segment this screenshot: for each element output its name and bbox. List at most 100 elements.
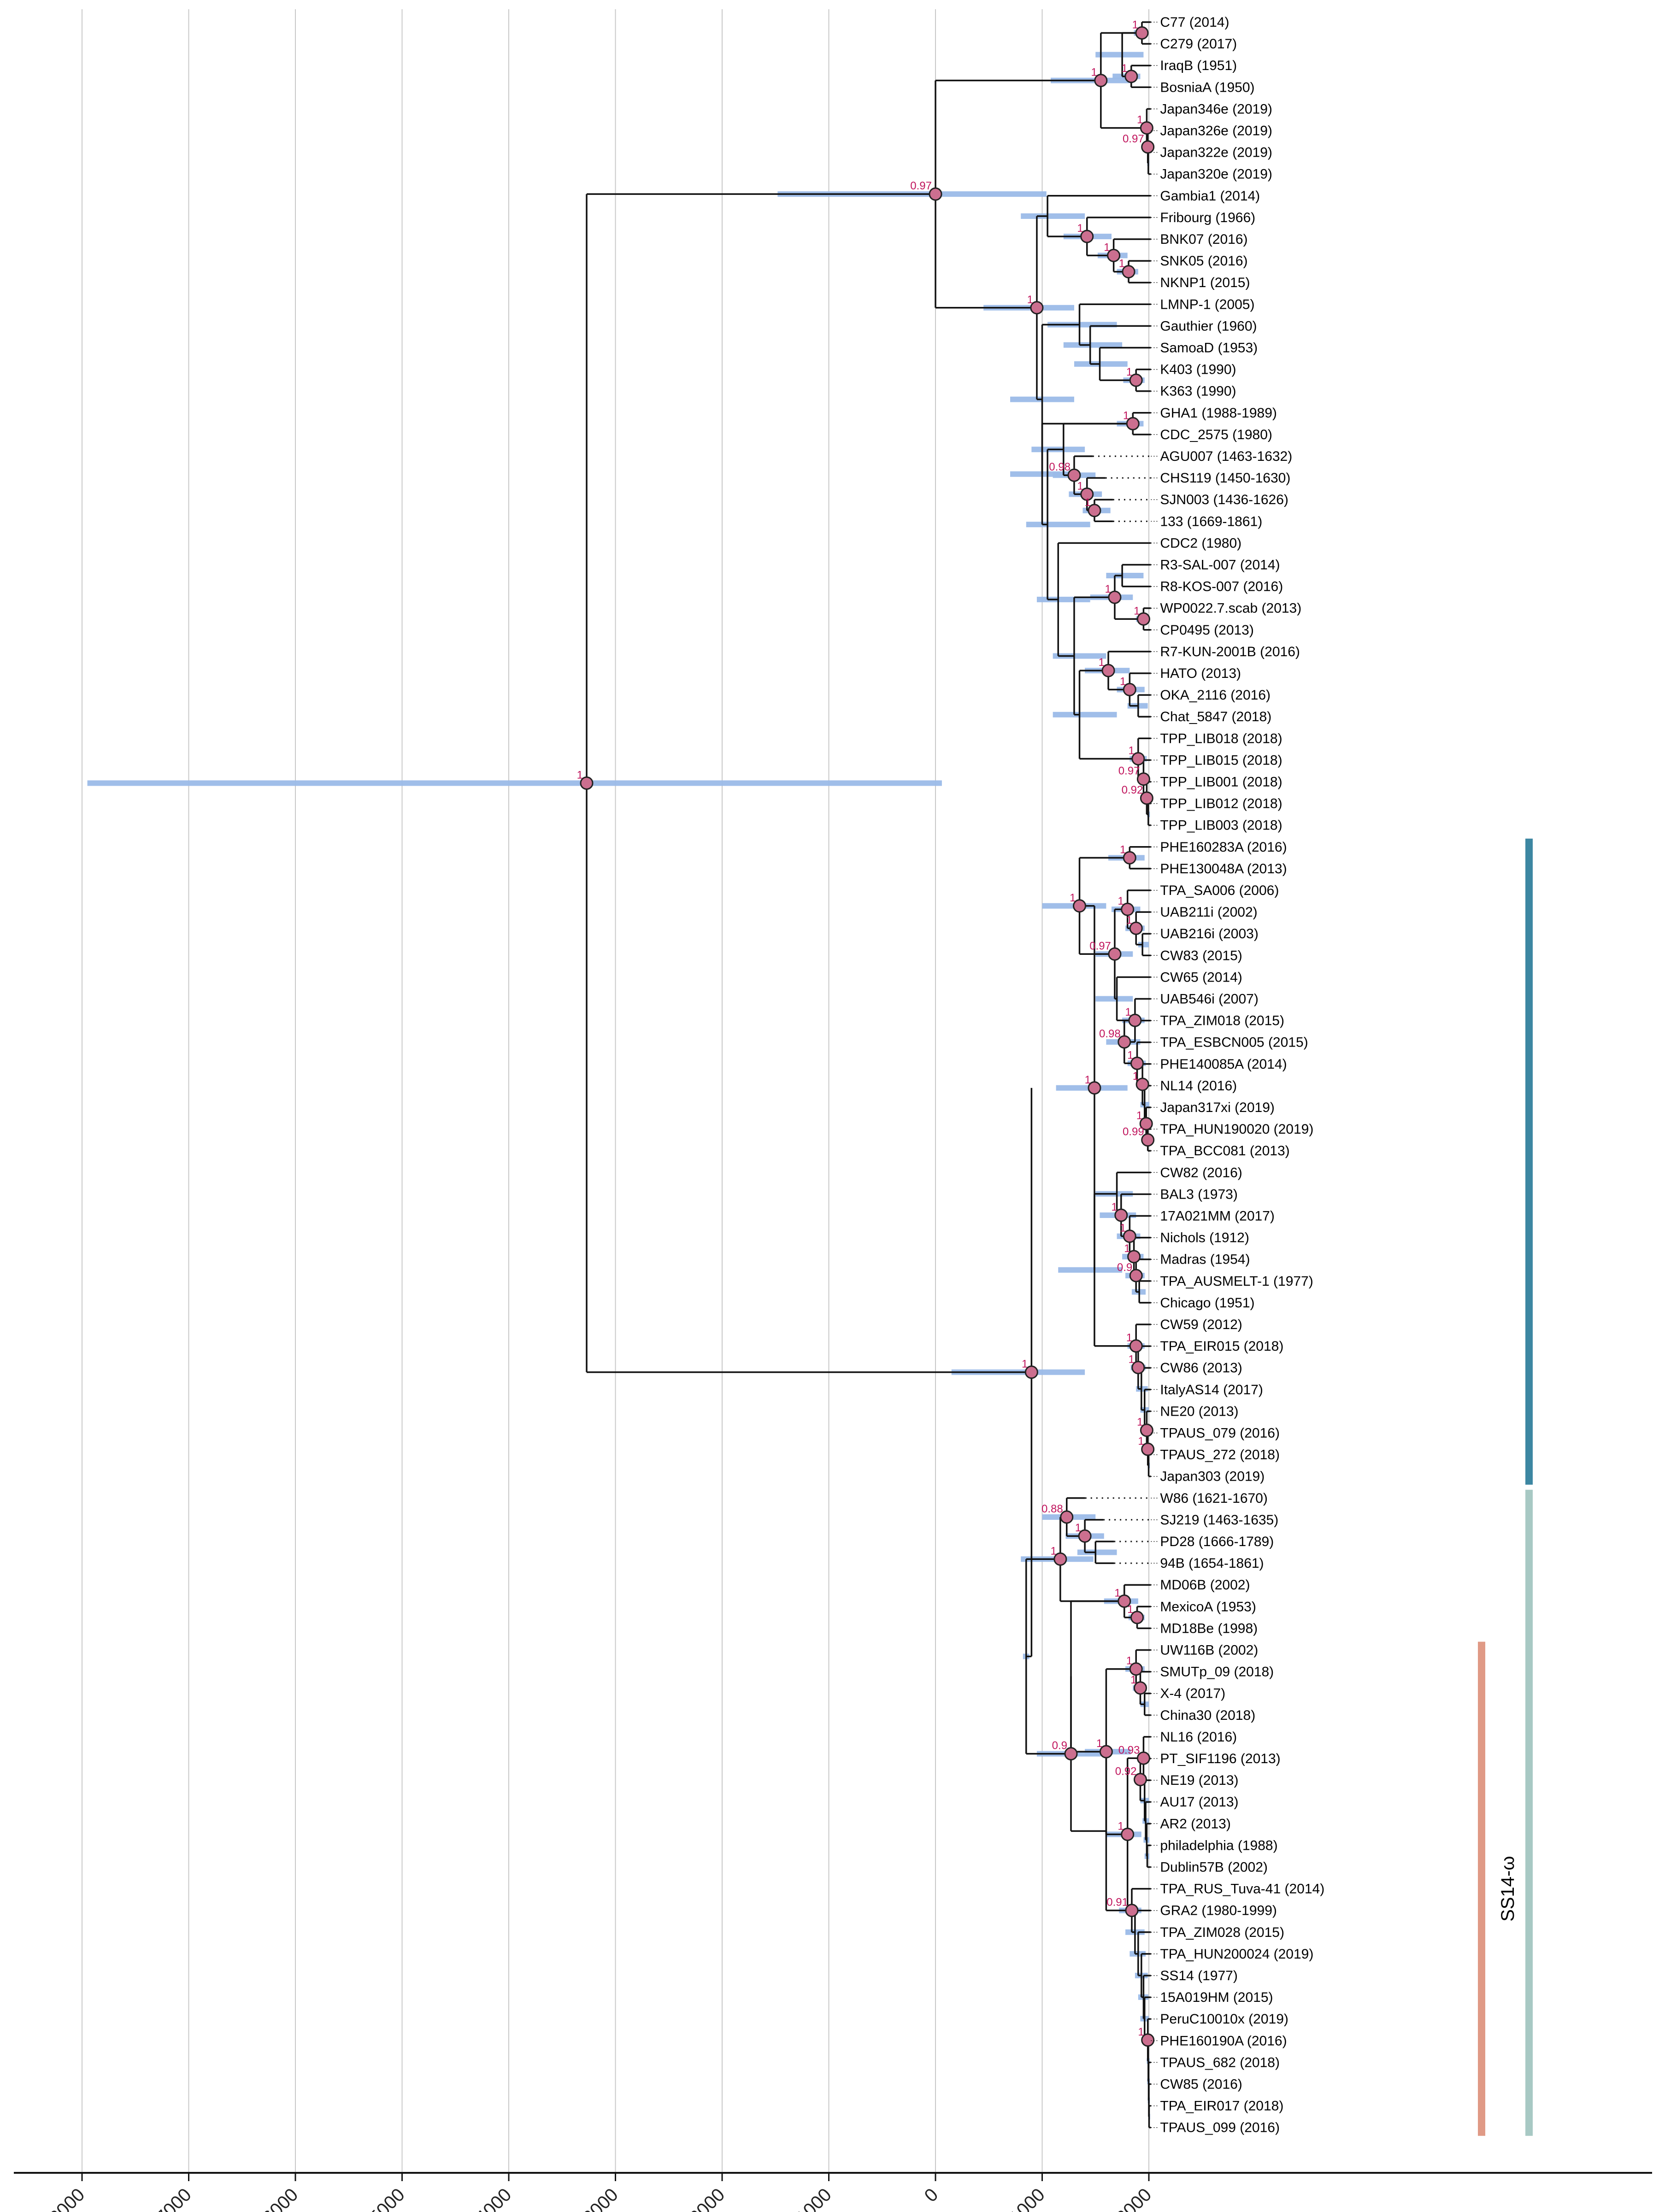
tip-label: K363 (1990) bbox=[1160, 384, 1236, 399]
tree-nodes: 10.9711110.971111110.9811111110.970.9211… bbox=[577, 19, 1155, 2047]
node-marker bbox=[1122, 265, 1135, 279]
axis-tick-label: -4000 bbox=[468, 2184, 515, 2212]
node-marker bbox=[1114, 1208, 1128, 1222]
support-value: 1 bbox=[1127, 1603, 1133, 1616]
support-value: 1 bbox=[1132, 19, 1138, 31]
tip-label: C77 (2014) bbox=[1160, 15, 1229, 30]
node-marker bbox=[1078, 1529, 1092, 1543]
node-marker bbox=[1024, 1365, 1038, 1379]
node-marker bbox=[1129, 373, 1143, 387]
tip-label: WP0022.7.scab (2013) bbox=[1160, 601, 1301, 616]
support-value: 1 bbox=[1085, 1074, 1091, 1086]
node-marker bbox=[1067, 468, 1081, 482]
tip-label: C279 (2017) bbox=[1160, 36, 1237, 52]
node-marker bbox=[1130, 1611, 1144, 1624]
tip-label: MD18Be (1998) bbox=[1160, 1621, 1258, 1636]
node-marker bbox=[1125, 1904, 1139, 1918]
node-marker bbox=[1064, 1747, 1078, 1761]
tip-label: Japan317xi (2019) bbox=[1160, 1100, 1275, 1115]
support-value: 1 bbox=[1130, 1674, 1136, 1686]
tip-label: TPAUS_272 (2018) bbox=[1160, 1447, 1280, 1463]
tip-label: 94B (1654-1861) bbox=[1160, 1556, 1264, 1571]
tip-label: Dublin57B (2002) bbox=[1160, 1860, 1267, 1875]
axis-tick-label: 1000 bbox=[1006, 2184, 1049, 2212]
tip-label: Chat_5847 (2018) bbox=[1160, 709, 1271, 724]
support-value: 1 bbox=[1128, 1353, 1134, 1365]
axis-tick-label: 2000 bbox=[1112, 2184, 1155, 2212]
tip-label: IraqB (1951) bbox=[1160, 58, 1237, 73]
support-value: 1 bbox=[577, 769, 583, 781]
support-value: 1 bbox=[1099, 656, 1105, 669]
clade-label: SS14-ω bbox=[1498, 1856, 1518, 1921]
support-value: 1 bbox=[1077, 480, 1083, 492]
tip-label: BNK07 (2016) bbox=[1160, 232, 1247, 247]
node-marker bbox=[1140, 121, 1153, 135]
tip-label: Japan303 (2019) bbox=[1160, 1469, 1265, 1484]
tip-label: TPA_SA006 (2006) bbox=[1160, 883, 1279, 898]
tip-label: TPA_HUN190020 (2019) bbox=[1160, 1122, 1313, 1137]
node-marker bbox=[1124, 70, 1138, 83]
tip-label: SamoaD (1953) bbox=[1160, 341, 1258, 356]
tip-label: CW86 (2013) bbox=[1160, 1360, 1242, 1376]
tip-label: TPAUS_079 (2016) bbox=[1160, 1426, 1280, 1441]
support-value: 1 bbox=[1134, 605, 1140, 617]
tip-label: K403 (1990) bbox=[1160, 362, 1236, 377]
node-marker bbox=[1126, 417, 1140, 430]
tip-label: PHE160283A (2016) bbox=[1160, 840, 1287, 855]
support-value: 1 bbox=[1077, 222, 1083, 235]
tip-label: TPA_ESBCN005 (2015) bbox=[1160, 1035, 1308, 1050]
node-marker bbox=[1099, 1745, 1113, 1759]
node-marker bbox=[580, 776, 594, 790]
node-marker bbox=[1136, 772, 1150, 786]
axis-tick-label: -8000 bbox=[41, 2184, 88, 2212]
support-value: 1 bbox=[1120, 675, 1126, 688]
tip-label: GHA1 (1988-1989) bbox=[1160, 406, 1277, 421]
support-value: 0.91 bbox=[1106, 1896, 1128, 1909]
tip-label: CHS119 (1450-1630) bbox=[1160, 471, 1290, 486]
support-value: 1 bbox=[1133, 1070, 1139, 1082]
node-marker bbox=[1131, 1360, 1145, 1374]
node-marker bbox=[1080, 487, 1094, 501]
tip-label: TPP_LIB003 (2018) bbox=[1160, 818, 1282, 833]
hpd-bars bbox=[87, 30, 1150, 2120]
tip-label: Japan346e (2019) bbox=[1160, 101, 1272, 117]
tip-label: AR2 (2013) bbox=[1160, 1816, 1230, 1831]
node-marker bbox=[1123, 851, 1136, 865]
tip-label: TPP_LIB001 (2018) bbox=[1160, 775, 1282, 790]
x-axis: -8000 -7000 -6000 -5000 -4000 -3000 -2000 -1000… bbox=[14, 2172, 1652, 2212]
tip-label: CDC_2575 (1980) bbox=[1160, 427, 1272, 442]
support-value: 1 bbox=[1126, 366, 1132, 378]
tip-label: CW83 (2015) bbox=[1160, 948, 1242, 963]
tip-label: R8-KOS-007 (2016) bbox=[1160, 579, 1283, 594]
tip-label: TPA_BCC081 (2013) bbox=[1160, 1143, 1289, 1159]
node-marker bbox=[1140, 791, 1153, 805]
node-marker bbox=[929, 187, 942, 201]
tip-label: Chicago (1951) bbox=[1160, 1295, 1254, 1311]
support-value: 1 bbox=[1096, 1737, 1102, 1750]
tip-label: SNK05 (2016) bbox=[1160, 253, 1247, 269]
node-marker bbox=[1118, 1594, 1131, 1608]
tip-label: AGU007 (1463-1632) bbox=[1160, 449, 1292, 464]
node-marker bbox=[1121, 1827, 1135, 1841]
node-marker bbox=[1130, 1056, 1144, 1070]
tip-label: CW65 (2014) bbox=[1160, 970, 1242, 985]
tip-label: SS14 (1977) bbox=[1160, 1968, 1237, 1983]
node-marker bbox=[1121, 902, 1135, 916]
node-marker bbox=[1141, 140, 1155, 154]
tip-label: TPP_LIB018 (2018) bbox=[1160, 731, 1282, 746]
tip-label: TPA_ZIM018 (2015) bbox=[1160, 1013, 1284, 1029]
node-marker bbox=[1123, 682, 1136, 696]
tip-label: NE19 (2013) bbox=[1160, 1773, 1238, 1788]
support-value: 1 bbox=[1118, 895, 1124, 907]
tip-label: X-4 (2017) bbox=[1160, 1686, 1225, 1701]
tip-label: TPAUS_099 (2016) bbox=[1160, 2120, 1280, 2136]
node-marker bbox=[1128, 1013, 1142, 1027]
axis-tick-label: 0 bbox=[921, 2184, 942, 2206]
tip-label: LMNP-1 (2005) bbox=[1160, 297, 1254, 312]
node-marker bbox=[1053, 1552, 1067, 1566]
tip-label: OKA_2116 (2016) bbox=[1160, 688, 1271, 703]
tip-label: R7-KUN-2001B (2016) bbox=[1160, 644, 1300, 659]
tip-label: PeruC10010x (2019) bbox=[1160, 2012, 1288, 2027]
axis-tick-label: -7000 bbox=[147, 2184, 195, 2212]
